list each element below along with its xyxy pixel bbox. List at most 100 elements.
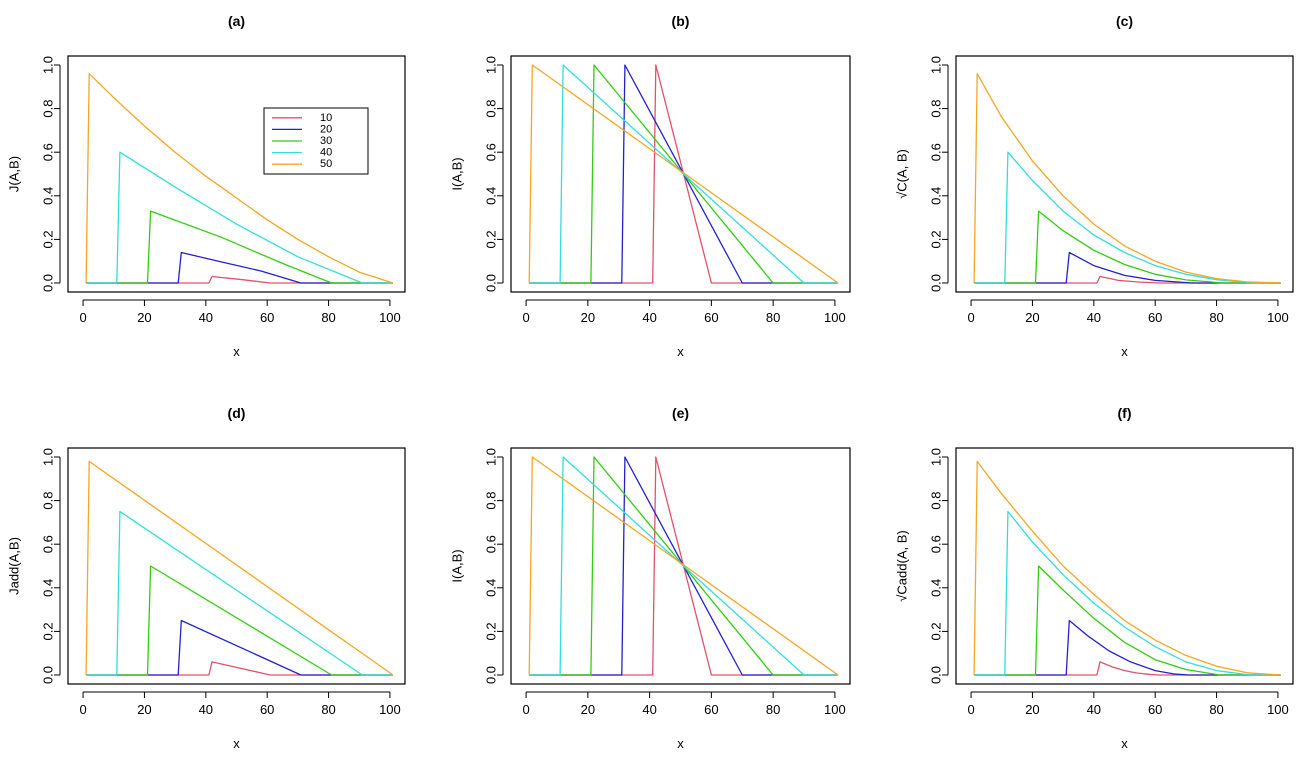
y-tick-label: 1.0 [929, 56, 944, 74]
series-line-10 [974, 661, 1281, 676]
y-tick-label: 0.2 [484, 230, 499, 248]
panel-title: (a) [228, 13, 245, 29]
panel-6: (f) 0 20 40 60 80 100 x 0.0 0.2 0.4 0.6 0.8 1.0 √Cadd(… [895, 405, 1294, 751]
x-axis-label: x [233, 736, 240, 751]
x-tick-label: 20 [581, 702, 595, 717]
x-tick-label: 0 [79, 702, 86, 717]
y-tick-label: 0.2 [484, 622, 499, 640]
panel-title: (b) [672, 13, 690, 29]
x-tick-label: 80 [766, 310, 780, 325]
legend-label-30: 30 [320, 135, 332, 147]
x-tick-label: 100 [824, 702, 846, 717]
y-tick-label: 0.8 [484, 492, 499, 510]
x-axis-label: x [1121, 344, 1128, 359]
panel-1: (a) 0 20 40 60 80 100 x 0.0 0.2 0.4 0.6 0.8 1.0 J(A,B)… [7, 13, 406, 359]
y-tick-label: 0.2 [929, 622, 944, 640]
x-tick-label: 60 [260, 702, 274, 717]
y-tick-label: 0.4 [484, 187, 499, 205]
legend-label-10: 10 [320, 112, 332, 124]
legend-label-20: 20 [320, 123, 332, 135]
x-tick-label: 60 [1148, 702, 1162, 717]
y-tick-label: 0.0 [484, 666, 499, 684]
y-tick-label: 0.4 [41, 187, 56, 205]
x-axis-label: x [1121, 736, 1128, 751]
plot-frame [955, 55, 1294, 293]
y-tick-label: 0.4 [929, 187, 944, 205]
x-tick-label: 20 [1025, 702, 1039, 717]
y-tick-label: 0.2 [41, 622, 56, 640]
series-line-50 [973, 460, 1282, 676]
series-line-10 [974, 275, 1281, 284]
panel-2: (b) 0 20 40 60 80 100 x 0.0 0.2 0.4 0.6 0.8 1.0 I(A,B) [450, 13, 851, 359]
y-tick-label: 0.8 [929, 100, 944, 118]
y-tick-label: 0.6 [484, 143, 499, 161]
y-axis-label: √Cadd(A, B) [895, 530, 910, 601]
x-tick-label: 80 [766, 702, 780, 717]
x-axis-label: x [677, 344, 684, 359]
x-tick-label: 40 [1087, 310, 1101, 325]
plot-frame [510, 447, 851, 685]
series-line-50 [85, 73, 394, 284]
y-tick-label: 0.4 [41, 579, 56, 597]
plot-frame [955, 447, 1294, 685]
series-line-30 [529, 64, 838, 284]
panel-title: (f) [1118, 405, 1132, 421]
y-tick-label: 0.6 [41, 143, 56, 161]
x-tick-label: 40 [199, 702, 213, 717]
x-tick-label: 100 [1267, 702, 1289, 717]
y-tick-label: 0.4 [484, 579, 499, 597]
series-line-40 [529, 456, 838, 676]
series-line-40 [86, 151, 393, 284]
series-line-40 [974, 151, 1281, 284]
panel-3: (c) 0 20 40 60 80 100 x 0.0 0.2 0.4 0.6 0.8 1.0 √C(A, … [895, 13, 1294, 359]
y-tick-label: 0.8 [41, 492, 56, 510]
x-tick-label: 40 [642, 310, 656, 325]
series-line-50 [528, 64, 839, 284]
series-line-50 [528, 456, 839, 676]
x-tick-label: 100 [379, 702, 401, 717]
y-axis-label: √C(A, B) [895, 149, 910, 199]
y-tick-label: 0.6 [41, 535, 56, 553]
panel-4: (d) 0 20 40 60 80 100 x 0.0 0.2 0.4 0.6 0.8 1.0 Jadd(A… [7, 405, 406, 751]
series-line-20 [974, 619, 1281, 676]
x-axis-label: x [677, 736, 684, 751]
x-tick-label: 60 [260, 310, 274, 325]
legend-label-50: 50 [320, 158, 332, 170]
y-tick-label: 0.0 [929, 274, 944, 292]
panel-title: (c) [1116, 13, 1133, 29]
x-tick-label: 0 [967, 310, 974, 325]
x-tick-label: 0 [522, 310, 529, 325]
x-tick-label: 100 [379, 310, 401, 325]
y-tick-label: 0.8 [484, 100, 499, 118]
x-tick-label: 0 [79, 310, 86, 325]
series-line-20 [974, 251, 1281, 284]
series-line-50 [973, 73, 1282, 284]
plot-frame [510, 55, 851, 293]
y-axis-label: I(A,B) [450, 549, 465, 582]
x-tick-label: 0 [522, 702, 529, 717]
series-line-20 [86, 619, 393, 676]
x-tick-label: 80 [321, 702, 335, 717]
y-tick-label: 0.6 [929, 535, 944, 553]
x-tick-label: 20 [581, 310, 595, 325]
x-tick-label: 20 [1025, 310, 1039, 325]
y-tick-label: 0.0 [929, 666, 944, 684]
y-tick-label: 1.0 [41, 56, 56, 74]
y-tick-label: 0.6 [929, 143, 944, 161]
series-line-30 [529, 456, 838, 676]
plot-frame [67, 447, 406, 685]
y-axis-label: J(A,B) [7, 156, 22, 192]
x-tick-label: 100 [1267, 310, 1289, 325]
x-tick-label: 40 [199, 310, 213, 325]
y-tick-label: 0.8 [41, 100, 56, 118]
x-tick-label: 80 [321, 310, 335, 325]
y-axis-label: I(A,B) [450, 157, 465, 190]
y-tick-label: 1.0 [484, 448, 499, 466]
x-tick-label: 0 [967, 702, 974, 717]
series-line-10 [86, 275, 393, 284]
panel-5: (e) 0 20 40 60 80 100 x 0.0 0.2 0.4 0.6 0.8 1.0 I(A,B) [450, 405, 851, 751]
x-tick-label: 80 [1209, 310, 1223, 325]
x-tick-label: 80 [1209, 702, 1223, 717]
y-tick-label: 1.0 [41, 448, 56, 466]
